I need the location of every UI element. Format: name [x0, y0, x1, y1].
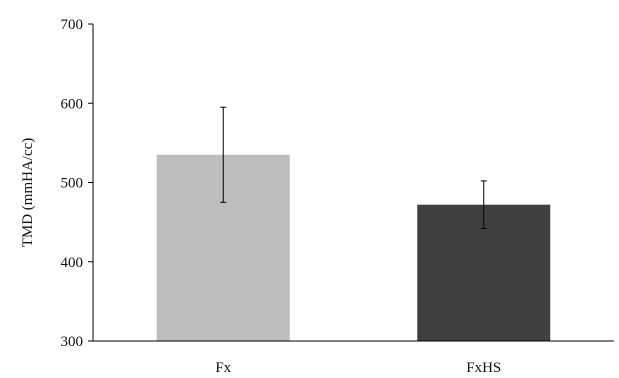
- x-labels-group: Fx FxHS: [215, 360, 501, 376]
- x-category-label: Fx: [215, 360, 231, 376]
- x-category-label: FxHS: [466, 360, 501, 376]
- bars-group: [156, 154, 551, 341]
- y-tick-label: 500: [61, 176, 84, 192]
- y-tick-label: 300: [61, 334, 84, 350]
- y-tick-label: 400: [61, 255, 84, 271]
- error-bars-group: [220, 106, 487, 229]
- y-tick-label: 600: [61, 96, 84, 112]
- y-axis-title: TMD (mmHA/cc): [20, 138, 36, 248]
- y-ticks-group: 300 400 500 600 700: [61, 17, 93, 350]
- y-tick-label: 700: [61, 17, 84, 33]
